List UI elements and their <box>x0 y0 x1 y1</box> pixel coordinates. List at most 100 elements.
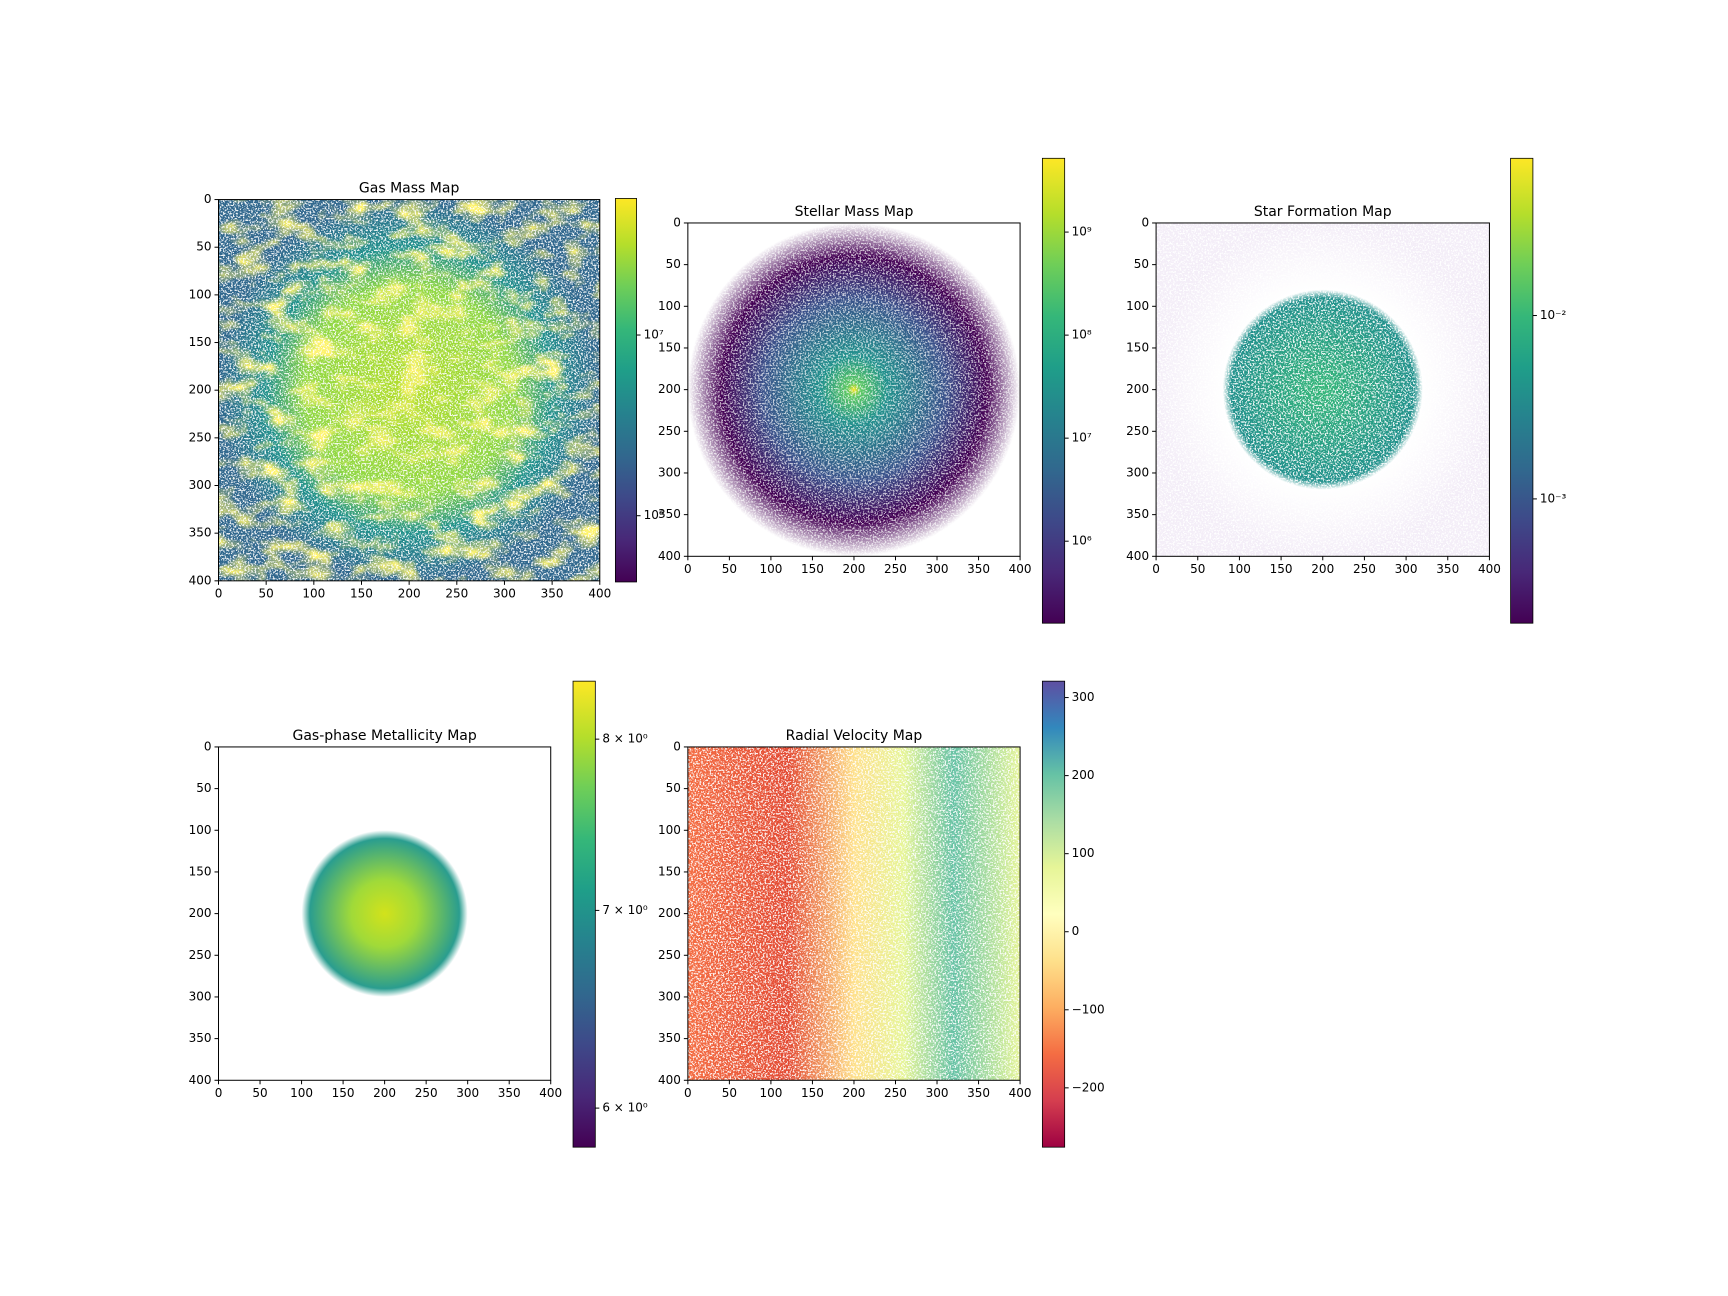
y-tick-label: 100 <box>1126 299 1149 313</box>
x-tick-label: 400 <box>539 1086 562 1100</box>
colorbar-tick-label: −100 <box>1072 1002 1105 1016</box>
y-tick-label: 150 <box>658 340 681 354</box>
x-tick-label: 350 <box>498 1086 521 1100</box>
y-tick-label: 200 <box>658 906 681 920</box>
y-tick-label: 400 <box>1126 549 1149 563</box>
x-tick-label: 150 <box>350 586 373 600</box>
y-tick-label: 50 <box>666 257 681 271</box>
axes-title: Gas-phase Metallicity Map <box>292 728 476 744</box>
x-tick-label: 50 <box>722 1086 737 1100</box>
x-tick-label: 150 <box>801 1086 824 1100</box>
x-tick-label: 400 <box>588 586 611 600</box>
y-tick-label: 200 <box>658 382 681 396</box>
colorbar-tick-label: 10⁻³ <box>1540 491 1567 505</box>
x-tick-label: 200 <box>1311 562 1334 576</box>
y-tick-label: 350 <box>189 1031 212 1045</box>
x-tick-label: 150 <box>1270 562 1293 576</box>
image-speckle <box>687 222 1021 557</box>
x-tick-label: 300 <box>926 562 949 576</box>
x-tick-label: 50 <box>259 586 274 600</box>
colorbar-tick-label: 10⁷ <box>644 328 664 342</box>
x-tick-label: 0 <box>215 586 223 600</box>
x-tick-label: 100 <box>290 1086 313 1100</box>
x-tick-label: 300 <box>456 1086 479 1100</box>
y-tick-label: 100 <box>658 823 681 837</box>
y-tick-label: 150 <box>1126 340 1149 354</box>
y-tick-label: 300 <box>658 989 681 1003</box>
y-tick-label: 100 <box>189 287 212 301</box>
y-tick-label: 0 <box>1141 215 1149 229</box>
x-tick-label: 100 <box>759 562 782 576</box>
y-tick-label: 400 <box>658 1073 681 1087</box>
x-tick-label: 100 <box>302 586 325 600</box>
image-speckle <box>687 746 1021 1081</box>
colorbar-tick-label: 10⁹ <box>1072 225 1092 239</box>
heatmap-image <box>218 199 600 581</box>
y-tick-label: 100 <box>658 299 681 313</box>
x-tick-label: 50 <box>722 562 737 576</box>
axes-title: Stellar Mass Map <box>795 204 914 220</box>
y-tick-label: 100 <box>189 823 212 837</box>
y-tick-label: 250 <box>189 948 212 962</box>
x-tick-label: 200 <box>373 1086 396 1100</box>
heatmap-image <box>218 746 551 1081</box>
heatmap-image <box>1156 222 1490 557</box>
x-tick-label: 350 <box>1436 562 1459 576</box>
x-tick-label: 400 <box>1009 562 1032 576</box>
y-tick-label: 250 <box>189 430 212 444</box>
x-tick-label: 250 <box>884 562 907 576</box>
colorbar-tick-label: 100 <box>1072 846 1095 860</box>
colorbar-tick-label: 200 <box>1072 768 1095 782</box>
x-tick-label: 150 <box>332 1086 355 1100</box>
x-tick-label: 250 <box>445 586 468 600</box>
x-tick-label: 250 <box>884 1086 907 1100</box>
colorbar-tick-label: 10⁶ <box>1072 534 1092 548</box>
y-tick-label: 350 <box>189 526 212 540</box>
y-tick-label: 0 <box>204 739 212 753</box>
x-tick-label: 250 <box>1353 562 1376 576</box>
y-tick-label: 400 <box>189 1073 212 1087</box>
x-tick-label: 150 <box>801 562 824 576</box>
x-tick-label: 100 <box>1228 562 1251 576</box>
image-speckle <box>1156 222 1490 557</box>
colorbar <box>1041 157 1066 624</box>
x-tick-label: 0 <box>684 562 692 576</box>
y-tick-label: 150 <box>189 335 212 349</box>
colorbar-tick-label: 10⁻² <box>1540 308 1567 322</box>
y-tick-label: 0 <box>204 192 212 206</box>
colorbar-tick-label: 10⁶ <box>644 508 664 522</box>
x-tick-label: 200 <box>843 562 866 576</box>
y-tick-label: 150 <box>189 864 212 878</box>
x-tick-label: 300 <box>493 586 516 600</box>
colorbar-tick-label: 0 <box>1072 924 1080 938</box>
axes-title: Gas Mass Map <box>359 181 460 197</box>
y-tick-label: 50 <box>1134 257 1149 271</box>
colorbar <box>572 680 596 1148</box>
x-tick-label: 50 <box>252 1086 267 1100</box>
heatmap-image <box>687 222 1021 557</box>
colorbar-tick-label: 6 × 10⁰ <box>602 1101 648 1115</box>
colorbar-tick-label: 10⁷ <box>1072 431 1092 445</box>
y-tick-label: 50 <box>196 240 211 254</box>
colorbar-tick-label: −200 <box>1072 1080 1105 1094</box>
heatmap-image <box>687 746 1021 1081</box>
axes-title: Radial Velocity Map <box>786 728 923 744</box>
colorbar-tick-label: 8 × 10⁰ <box>602 732 648 746</box>
y-tick-label: 150 <box>658 864 681 878</box>
y-tick-label: 400 <box>658 549 681 563</box>
y-tick-label: 250 <box>658 948 681 962</box>
y-tick-label: 250 <box>1126 424 1149 438</box>
x-tick-label: 250 <box>415 1086 438 1100</box>
axes-title: Star Formation Map <box>1254 204 1392 220</box>
y-tick-label: 300 <box>658 465 681 479</box>
x-tick-label: 0 <box>1152 562 1160 576</box>
x-tick-label: 200 <box>398 586 421 600</box>
x-tick-label: 300 <box>926 1086 949 1100</box>
x-tick-label: 400 <box>1009 1086 1032 1100</box>
x-tick-label: 0 <box>215 1086 223 1100</box>
y-tick-label: 350 <box>658 1031 681 1045</box>
y-tick-label: 200 <box>189 383 212 397</box>
y-tick-label: 350 <box>1126 507 1149 521</box>
y-tick-label: 250 <box>658 424 681 438</box>
